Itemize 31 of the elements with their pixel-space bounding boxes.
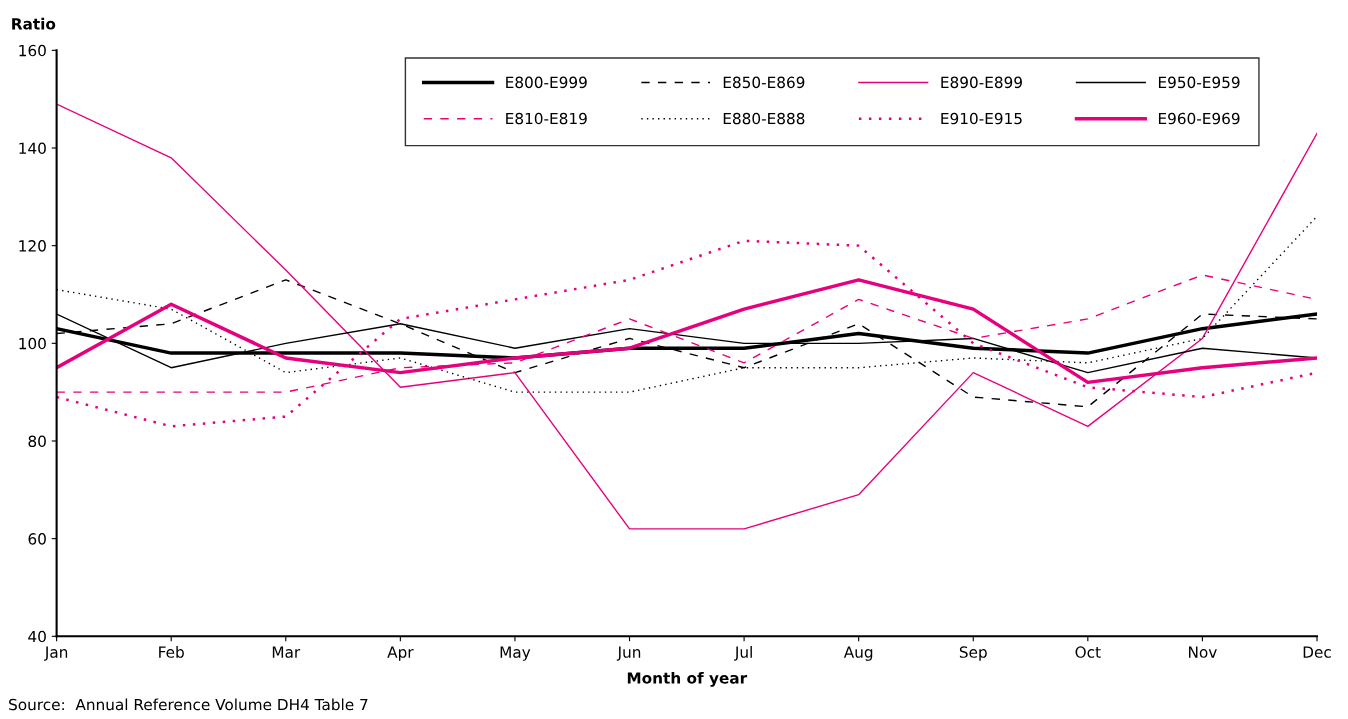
y-tick-label: 80 [28,435,46,448]
x-tick-label: Jun [616,646,641,661]
line-series [56,103,1317,530]
x-tick-label: Aug [843,646,873,661]
x-tick-label: May [500,646,531,661]
x-tick-label: Sep [959,646,987,661]
legend-label: E880-E888 [723,112,805,125]
x-tick-label: Feb [159,646,184,658]
y-tick-label: 100 [19,337,46,350]
legend-label: E950-E959 [1158,76,1240,89]
x-tick-label: Mar [272,646,301,658]
legend-label: E960-E969 [1158,112,1240,125]
y-axis-title: Ratio [12,17,56,30]
legend-label: E850-E869 [723,76,805,89]
legend-label: E890-E899 [941,76,1022,89]
legend-label: E910-E915 [941,112,1022,125]
y-tick-label: 120 [19,240,46,252]
x-tick-label: Jan [44,646,68,661]
y-tick-label: 40 [28,630,46,643]
x-tick-label: Oct [1075,646,1101,658]
y-tick-label: 140 [19,142,46,155]
x-axis-title: Month of year [627,671,748,687]
x-tick-label: Jul [734,646,752,661]
legend-label: E810-E819 [506,112,587,125]
x-tick-label: Dec [1303,646,1331,658]
x-tick-label: Apr [387,646,414,661]
legend-label: E800-E999 [506,76,587,89]
y-tick-label: 60 [28,533,46,545]
x-tick-label: Nov [1189,646,1217,658]
y-tick-label: 160 [19,44,46,57]
source-note: Source: Annual Reference Volume DH4 Table 7 [9,698,368,711]
